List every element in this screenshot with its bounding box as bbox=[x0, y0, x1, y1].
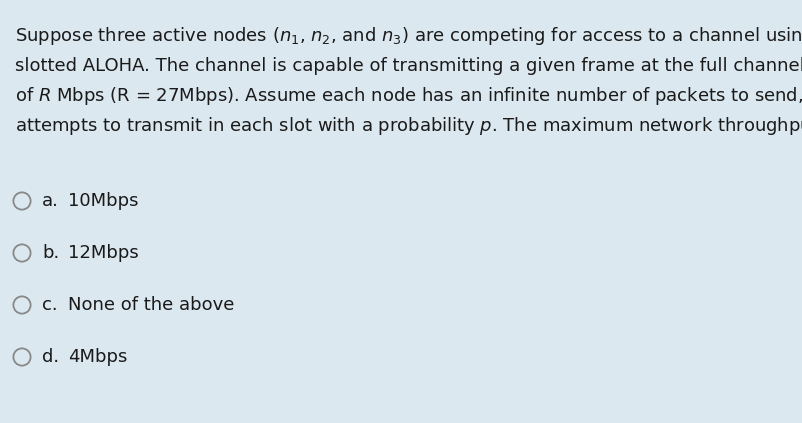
Text: c.: c. bbox=[42, 296, 58, 314]
Text: slotted ALOHA. The channel is capable of transmitting a given frame at the full : slotted ALOHA. The channel is capable of… bbox=[15, 57, 802, 75]
Text: attempts to transmit in each slot with a probability $p$. The maximum network th: attempts to transmit in each slot with a… bbox=[15, 115, 802, 137]
Point bbox=[15, 198, 28, 204]
Point bbox=[15, 354, 28, 360]
Text: 4Mbps: 4Mbps bbox=[68, 348, 128, 366]
Point bbox=[15, 250, 28, 256]
Text: 10Mbps: 10Mbps bbox=[68, 192, 139, 210]
Text: d.: d. bbox=[42, 348, 59, 366]
Point bbox=[15, 302, 28, 308]
Text: None of the above: None of the above bbox=[68, 296, 234, 314]
Text: b.: b. bbox=[42, 244, 59, 262]
Text: 12Mbps: 12Mbps bbox=[68, 244, 139, 262]
Text: of $R$ Mbps (R = 27Mbps). Assume each node has an infinite number of packets to : of $R$ Mbps (R = 27Mbps). Assume each no… bbox=[15, 85, 802, 107]
Text: a.: a. bbox=[42, 192, 59, 210]
Text: Suppose three active nodes ($n_1$, $n_2$, and $n_3$) are competing for access to: Suppose three active nodes ($n_1$, $n_2$… bbox=[15, 25, 802, 47]
